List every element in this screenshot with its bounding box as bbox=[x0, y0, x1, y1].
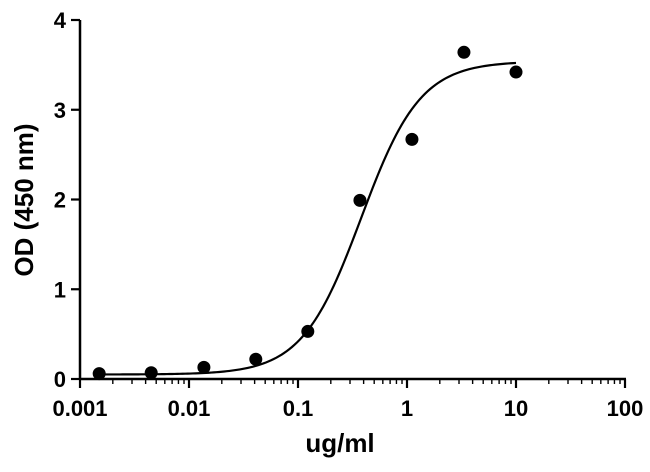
y-tick-label: 1 bbox=[54, 277, 66, 302]
data-point bbox=[92, 367, 106, 381]
x-axis-title: ug/ml bbox=[305, 428, 374, 458]
x-tick-label: 0.01 bbox=[168, 396, 211, 421]
data-point bbox=[249, 352, 263, 366]
y-tick-label: 4 bbox=[54, 8, 67, 33]
x-tick-label: 1 bbox=[401, 396, 413, 421]
data-point bbox=[197, 360, 211, 374]
y-tick-label: 2 bbox=[54, 188, 66, 213]
data-point bbox=[144, 366, 158, 380]
data-points bbox=[92, 45, 523, 381]
data-point bbox=[457, 45, 471, 59]
data-point bbox=[509, 65, 523, 79]
x-tick-label: 0.001 bbox=[52, 396, 107, 421]
data-point bbox=[301, 324, 315, 338]
x-tick-label: 100 bbox=[607, 396, 644, 421]
axes bbox=[78, 20, 626, 381]
y-tick-label: 0 bbox=[54, 367, 66, 392]
y-axis-title: OD (450 nm) bbox=[9, 123, 39, 276]
x-tick-label: 10 bbox=[504, 396, 528, 421]
x-tick-label: 0.1 bbox=[283, 396, 314, 421]
y-tick-label: 3 bbox=[54, 98, 66, 123]
data-point bbox=[405, 132, 419, 146]
data-point bbox=[353, 193, 367, 207]
tick-labels: 0.001 0.01 0.1 1 10 100 0 1 2 3 4 bbox=[52, 8, 643, 421]
tick-marks bbox=[71, 18, 627, 388]
